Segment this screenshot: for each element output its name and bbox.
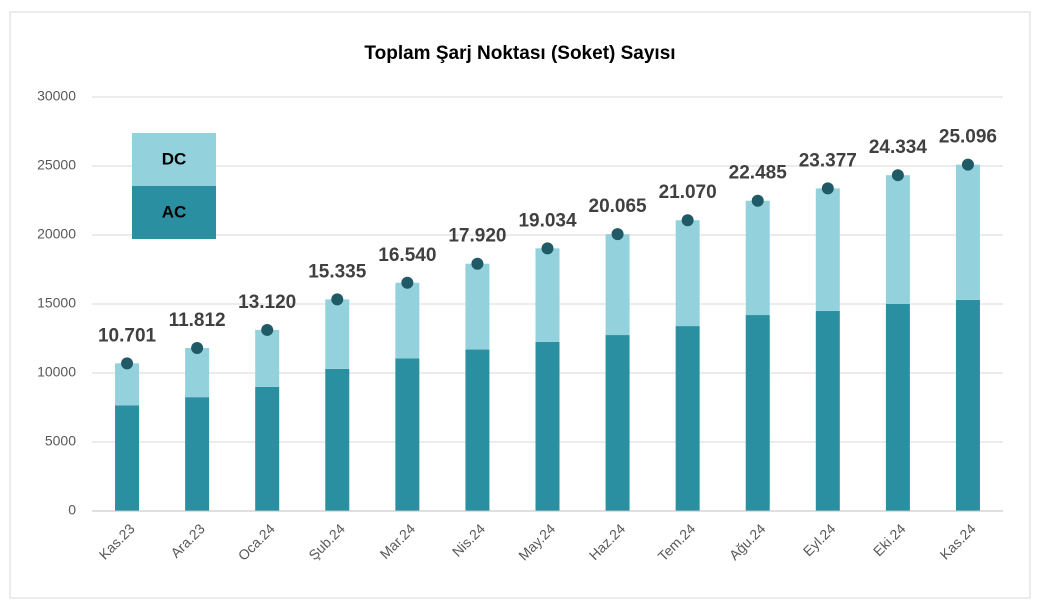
total-dot xyxy=(961,158,974,171)
bar-segment xyxy=(255,329,280,387)
bar-segment xyxy=(185,347,210,398)
total-label: 11.812 xyxy=(169,310,226,331)
bar-segment xyxy=(325,299,350,369)
bar-segment xyxy=(815,188,840,311)
bar-segment xyxy=(325,368,350,511)
y-tick-label: 15000 xyxy=(37,295,76,311)
bar-segment xyxy=(255,386,280,511)
bar-segment xyxy=(465,349,490,511)
bar-segment xyxy=(535,248,560,342)
bar-segment xyxy=(395,358,420,511)
total-label: 22.485 xyxy=(729,163,788,184)
total-label: 20.065 xyxy=(589,196,648,217)
bar-segment xyxy=(395,282,420,359)
bar-segment xyxy=(955,299,980,511)
bar-segment xyxy=(605,335,630,511)
total-dot xyxy=(401,276,414,289)
bar-segment xyxy=(605,234,630,336)
total-label: 19.034 xyxy=(518,210,577,231)
chart-title: Toplam Şarj Noktası (Soket) Sayısı xyxy=(364,43,675,64)
total-dot xyxy=(121,357,134,370)
total-label: 25.096 xyxy=(939,127,997,148)
total-label: 10.701 xyxy=(98,325,157,346)
legend-label: AC xyxy=(162,202,187,221)
y-tick-label: 25000 xyxy=(37,157,76,173)
bar-segment xyxy=(955,164,980,300)
y-tick-label: 10000 xyxy=(37,364,76,380)
legend-label: DC xyxy=(162,149,187,168)
total-dot xyxy=(821,182,834,195)
bar-segment xyxy=(745,200,770,316)
total-dot xyxy=(611,228,624,241)
total-dot xyxy=(331,293,344,306)
y-tick-label: 0 xyxy=(68,502,76,518)
total-label: 16.540 xyxy=(378,245,436,266)
total-label: 23.377 xyxy=(799,150,857,171)
total-dot xyxy=(891,169,904,182)
total-label: 17.920 xyxy=(448,226,506,247)
bar-segment xyxy=(115,405,140,511)
bar-segment xyxy=(535,341,560,511)
bar-segment xyxy=(465,263,490,350)
y-tick-label: 30000 xyxy=(37,88,76,104)
total-label: 15.335 xyxy=(308,261,367,282)
total-dot xyxy=(751,194,764,207)
total-dot xyxy=(541,242,554,255)
legend-swatch xyxy=(132,133,216,186)
total-dot xyxy=(471,257,484,270)
bar-segment xyxy=(745,315,770,511)
chart-frame xyxy=(9,11,1031,599)
bar-segment xyxy=(115,363,140,406)
total-dot xyxy=(681,214,694,227)
y-tick-label: 20000 xyxy=(37,226,76,242)
bar-segment xyxy=(885,175,910,304)
bar-segment xyxy=(185,397,210,511)
y-tick-label: 5000 xyxy=(45,433,76,449)
bar-segment xyxy=(675,326,700,511)
bar-segment xyxy=(675,220,700,327)
total-label: 24.334 xyxy=(869,137,928,158)
total-label: 13.120 xyxy=(238,292,296,313)
bar-segment xyxy=(885,304,910,511)
total-dot xyxy=(261,323,274,336)
total-label: 21.070 xyxy=(659,182,717,203)
total-dot xyxy=(191,341,204,354)
bar-segment xyxy=(815,310,840,511)
legend-swatch xyxy=(132,186,216,239)
